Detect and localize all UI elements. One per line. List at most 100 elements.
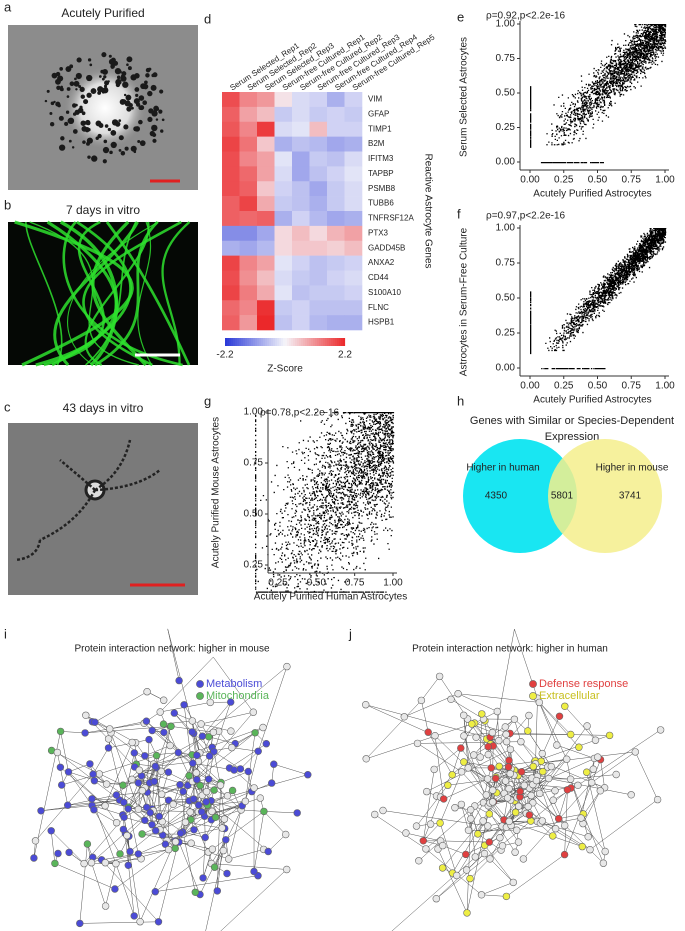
network-node <box>138 786 147 795</box>
heatmap-cell <box>274 106 293 123</box>
network-node <box>128 775 136 783</box>
process <box>103 86 108 91</box>
network-node <box>524 727 532 735</box>
network-node <box>101 802 109 810</box>
network-node <box>511 808 520 817</box>
heatmap-cell <box>222 196 240 212</box>
colorbar-step <box>239 338 242 346</box>
process <box>83 99 89 105</box>
network-node <box>554 814 563 823</box>
colorbar-step <box>241 338 244 346</box>
process <box>86 92 92 98</box>
network-node <box>175 676 183 685</box>
y-axis-label: Acutely Purified Mouse Astrocytes <box>211 417 222 568</box>
heatmap-cell <box>292 300 310 316</box>
colorbar-step <box>337 338 340 346</box>
process <box>50 101 55 106</box>
network-node <box>578 842 586 851</box>
network-node <box>206 698 215 707</box>
heatmap-cell <box>257 285 275 301</box>
process <box>126 56 133 63</box>
heatmap-cell <box>274 255 293 271</box>
network-node <box>86 760 94 768</box>
heatmap-cell <box>309 240 328 256</box>
heatmap-cell <box>274 240 293 256</box>
network-node <box>164 796 173 804</box>
heatmap-cell <box>239 181 258 197</box>
fiber <box>14 220 134 367</box>
process <box>58 115 64 121</box>
heatmap-cell <box>292 285 310 301</box>
network-node <box>223 869 231 878</box>
colorbar-step <box>313 338 316 346</box>
x-tick-label: 1.00 <box>655 381 675 392</box>
network-node <box>251 729 259 737</box>
network-node <box>504 763 513 771</box>
process <box>125 94 132 101</box>
network-node <box>205 752 214 760</box>
network-node <box>196 781 204 790</box>
network-node <box>81 729 89 737</box>
network-node <box>145 735 153 744</box>
network-node <box>104 744 113 752</box>
process <box>145 73 150 78</box>
process <box>139 140 146 147</box>
process <box>86 121 91 126</box>
x-tick-label: 0.00 <box>520 381 540 392</box>
network-node <box>250 784 258 792</box>
panel-label: d <box>204 11 211 26</box>
network-node <box>430 765 438 774</box>
colorbar-step <box>325 338 328 346</box>
heatmap-cell <box>309 285 328 301</box>
network-node <box>83 840 92 848</box>
heatmap-cell <box>222 106 240 123</box>
gene-label: GFAP <box>368 109 389 118</box>
heatmap-cell <box>344 315 363 331</box>
colorbar-step <box>265 338 268 346</box>
network-node <box>495 762 503 770</box>
network-node <box>582 768 591 776</box>
network-node <box>544 774 553 783</box>
network-node <box>120 813 128 821</box>
network-node <box>181 818 190 826</box>
network-node <box>143 687 151 696</box>
network-node <box>501 777 510 785</box>
process <box>80 94 85 99</box>
network-node <box>304 770 312 779</box>
heatmap-cell <box>257 151 275 167</box>
network-node <box>210 786 218 794</box>
x-tick-label: 0.25 <box>554 381 574 392</box>
process <box>102 159 107 164</box>
network-node <box>199 874 207 882</box>
network-node <box>192 769 201 777</box>
heatmap-cell <box>257 136 275 152</box>
stat: ρ=0.97,p<2.2e-16 <box>486 211 566 222</box>
heatmap-cell <box>222 255 240 271</box>
network-node <box>489 798 497 806</box>
network-node <box>184 781 192 790</box>
gene-label: TAPBP <box>368 169 394 178</box>
network-node <box>467 815 475 823</box>
network-node <box>539 767 547 776</box>
process <box>120 151 126 156</box>
network-node <box>439 841 447 850</box>
process <box>118 135 124 141</box>
network-node <box>219 846 228 855</box>
gene-label: IFITM3 <box>368 154 394 163</box>
heatmap-cell <box>309 121 328 137</box>
heatmap-cell <box>344 300 363 316</box>
network-node <box>563 786 572 794</box>
y-tick-label: 0.50 <box>496 88 516 99</box>
network-node <box>493 707 501 716</box>
process <box>115 82 121 88</box>
network-node <box>142 717 151 725</box>
colorbar-step <box>321 338 324 346</box>
network-node <box>505 756 513 765</box>
legend-swatch <box>196 692 204 700</box>
process <box>86 74 93 82</box>
scatter-points <box>530 24 667 164</box>
network-node <box>120 798 128 806</box>
network-node <box>484 750 492 759</box>
heatmap-cell <box>292 151 310 167</box>
process <box>58 144 66 151</box>
